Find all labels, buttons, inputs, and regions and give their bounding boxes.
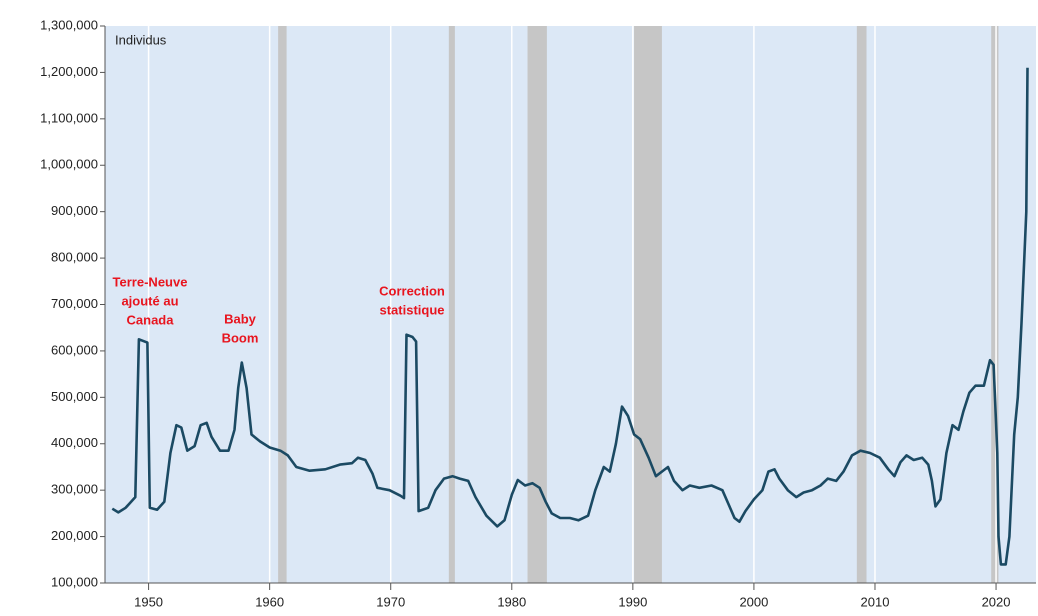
- recession-band: [278, 26, 287, 583]
- x-tick-label: 2020: [982, 594, 1011, 609]
- recession-band: [856, 26, 867, 583]
- x-tick-label: 2000: [739, 594, 768, 609]
- x-tick-label: 2010: [861, 594, 890, 609]
- annotation: Baby: [224, 311, 257, 326]
- y-tick-label: 1,100,000: [40, 110, 98, 125]
- y-tick-label: 500,000: [51, 389, 98, 404]
- y-axis-label: Individus: [115, 32, 167, 47]
- annotation: Boom: [222, 330, 259, 345]
- data-line: [111, 67, 1029, 566]
- y-tick-label: 900,000: [51, 203, 98, 218]
- plot-layer: [105, 26, 1036, 583]
- annotation: Terre-Neuve: [113, 274, 188, 289]
- x-tick-label: 1960: [255, 594, 284, 609]
- plot-background: [105, 26, 1036, 583]
- annotation: Canada: [127, 312, 175, 327]
- y-tick-label: 300,000: [51, 482, 98, 497]
- y-tick-label: 100,000: [51, 574, 98, 589]
- y-tick-label: 1,200,000: [40, 64, 98, 79]
- x-tick-label: 1950: [134, 594, 163, 609]
- y-tick-label: 1,300,000: [40, 17, 98, 32]
- recession-band: [527, 26, 547, 583]
- recession-band: [448, 26, 455, 583]
- y-tick-label: 200,000: [51, 528, 98, 543]
- recession-band: [634, 26, 662, 583]
- annotation: ajouté au: [121, 293, 178, 308]
- y-tick-label: 700,000: [51, 296, 98, 311]
- y-tick-label: 800,000: [51, 250, 98, 265]
- recession-band: [991, 26, 999, 583]
- y-tick-label: 400,000: [51, 435, 98, 450]
- x-tick-label: 1970: [376, 594, 405, 609]
- x-tick-label: 1990: [618, 594, 647, 609]
- x-tick-label: 1980: [497, 594, 526, 609]
- annotation: statistique: [379, 302, 444, 317]
- y-tick-label: 600,000: [51, 342, 98, 357]
- y-tick-label: 1,000,000: [40, 157, 98, 172]
- annotation: Correction: [379, 283, 445, 298]
